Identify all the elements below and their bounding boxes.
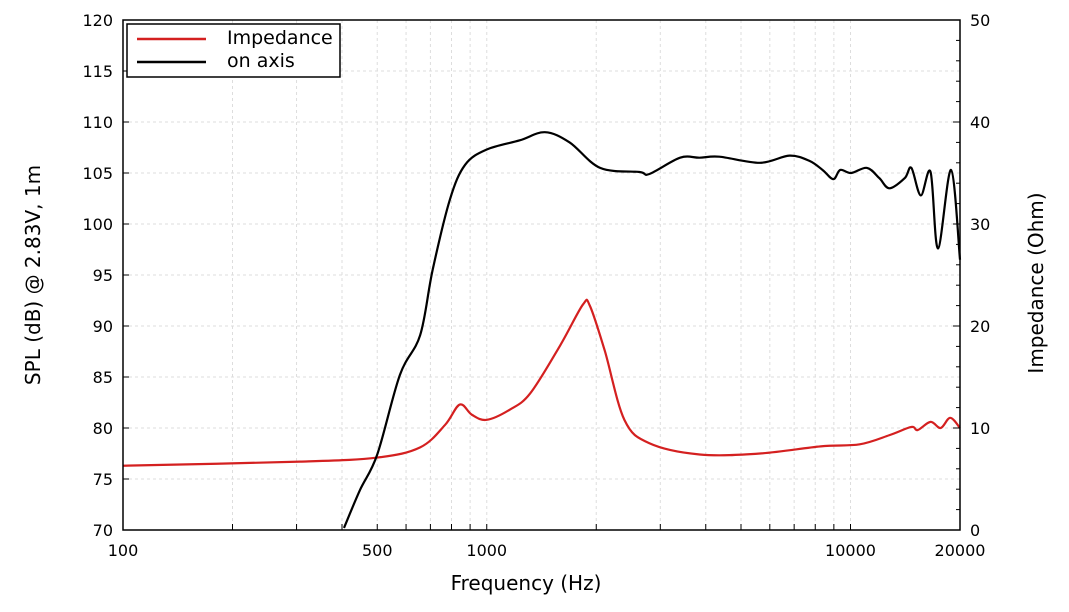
y2-tick-label: 30 (970, 215, 990, 234)
y-tick-label: 120 (82, 11, 113, 30)
y2-tick-label: 0 (970, 521, 980, 540)
x-axis-label: Frequency (Hz) (451, 571, 602, 595)
series-line-impedance (122, 298, 961, 467)
y2-axis-label: Impedance (Ohm) (1024, 192, 1048, 373)
ticks: 70 75 80 85 90 95 100 105 110 115 120 0 10 20 30 40 50 10… (82, 11, 990, 560)
legend-label-impedance: Impedance (227, 27, 333, 49)
y-tick-label: 75 (93, 470, 113, 489)
series-line-on-axis (342, 131, 962, 529)
x-tick-label: 100 (108, 541, 139, 560)
y-tick-label: 70 (93, 521, 113, 540)
y-tick-label: 105 (82, 164, 113, 183)
y-tick-label: 100 (82, 215, 113, 234)
legend: Impedance on axis (126, 23, 341, 78)
curves (122, 131, 962, 529)
y-tick-label: 85 (93, 368, 113, 387)
plot-frame (122, 19, 961, 531)
y2-tick-label: 50 (970, 11, 990, 30)
y-tick-label: 95 (93, 266, 113, 285)
grid (122, 19, 961, 531)
y2-tick-label: 20 (970, 317, 990, 336)
x-tick-label: 1000 (466, 541, 507, 560)
y-axis-label: SPL (dB) @ 2.83V, 1m (21, 165, 45, 385)
y2-tick-label: 10 (970, 419, 990, 438)
legend-box (126, 23, 341, 78)
y-tick-label: 115 (82, 62, 113, 81)
y-tick-label: 110 (82, 113, 113, 132)
legend-label-on-axis: on axis (227, 50, 295, 72)
x-tick-label: 500 (362, 541, 393, 560)
y2-tick-label: 40 (970, 113, 990, 132)
y-tick-label: 80 (93, 419, 113, 438)
x-tick-label: 10000 (825, 541, 876, 560)
y-tick-label: 90 (93, 317, 113, 336)
x-tick-label: 20000 (935, 541, 986, 560)
